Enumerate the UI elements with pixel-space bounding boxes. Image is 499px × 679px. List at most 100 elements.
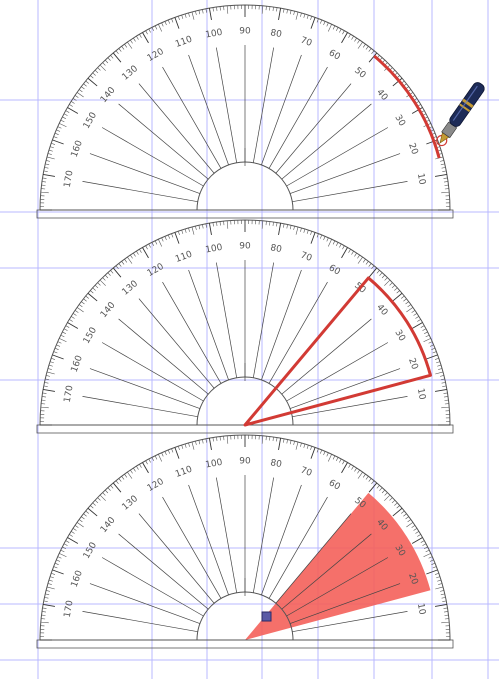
degree-tick [303,443,306,448]
degree-tick [48,364,53,367]
degree-tick [293,11,295,16]
degree-tick [94,69,99,74]
degree-tick [351,35,354,40]
degree-tick [158,239,163,247]
degree-tick [76,522,84,528]
degree-ray [89,153,201,194]
degree-tick [52,354,64,360]
degree-ray [101,127,204,187]
degree-tick [40,191,49,194]
degree-tick [164,236,167,241]
degree-tick [130,39,133,44]
degree-tick [92,72,96,76]
degree-tick [110,485,114,489]
degree-tick [115,265,119,269]
degree-tick [376,270,380,274]
degree-tick [392,77,403,87]
degree-ray [118,103,209,180]
degree-tick [60,549,65,553]
degree-tick [136,465,139,470]
degree-ray [216,262,238,378]
degree-tick [335,242,339,247]
degree-tick [53,566,58,569]
degree-label: 120 [146,477,166,494]
degree-tick [341,247,348,259]
degree-tick [261,435,264,444]
degree-tick [104,59,109,64]
degree-label: 70 [299,251,313,264]
degree-tick [368,482,378,493]
degree-tick [107,57,111,61]
degree-tick [208,223,212,236]
degree-tick [341,462,348,474]
fountain-pen-icon [436,82,485,147]
degree-tick [368,478,372,482]
degree-tick [417,534,421,537]
degree-tick [326,237,329,242]
degree-tick [53,136,58,139]
degree-tick [53,351,58,354]
degree-tick [174,447,180,459]
degree-tick [118,48,122,52]
degree-label: 30 [392,113,407,128]
degree-tick [62,546,67,550]
degree-tick [145,245,148,250]
degree-tick [56,344,61,347]
degree-tick [97,497,101,501]
degree-ray [268,281,328,384]
degree-tick [72,528,77,531]
degree-ray [216,477,238,593]
degree-tick [327,454,332,462]
degree-tick [423,338,431,343]
degree-tick [289,440,292,445]
degree-label: 100 [205,243,224,256]
degree-tick [195,226,197,231]
degree-tick [145,30,148,35]
degree-tick [339,243,342,248]
degree-tick [142,32,149,44]
degree-tick [124,258,128,263]
degree-tick [60,334,65,338]
degree-tick [46,590,51,592]
degree-tick [368,263,372,267]
degree-ray [138,298,215,389]
degree-tick [195,441,197,446]
degree-tick [306,444,309,449]
degree-tick [368,48,372,52]
degree-tick [136,250,139,255]
degree-tick [392,507,403,517]
degree-tick [276,222,278,227]
degree-label: 10 [415,602,427,615]
degree-tick [316,233,319,238]
degree-tick [389,282,393,286]
degree-tick [354,467,357,472]
degree-tick [278,438,282,451]
degree-tick [357,469,360,474]
degree-tick [85,80,89,84]
degree-tick [208,8,212,21]
degree-tick [97,67,101,71]
degree-tick [133,467,136,472]
degree-tick [94,284,99,289]
degree-tick [110,55,114,59]
degree-tick [139,34,142,38]
degree-label: 10 [415,172,427,185]
degree-tick [392,292,403,302]
degree-tick [316,18,319,23]
degree-tick [127,41,133,49]
degree-tick [415,531,420,534]
degree-label: 40 [374,303,389,318]
degree-tick [276,7,278,12]
degree-tick [423,546,428,550]
degree-ray [289,368,401,409]
degree-tick [310,232,316,244]
degree-tick [351,465,354,470]
degree-tick [99,279,106,286]
degree-tick [283,223,285,228]
degree-tick [335,27,339,32]
degree-tick [112,52,122,63]
degree-ray [281,533,372,610]
degree-tick [441,406,450,409]
degree-tick [327,239,332,247]
